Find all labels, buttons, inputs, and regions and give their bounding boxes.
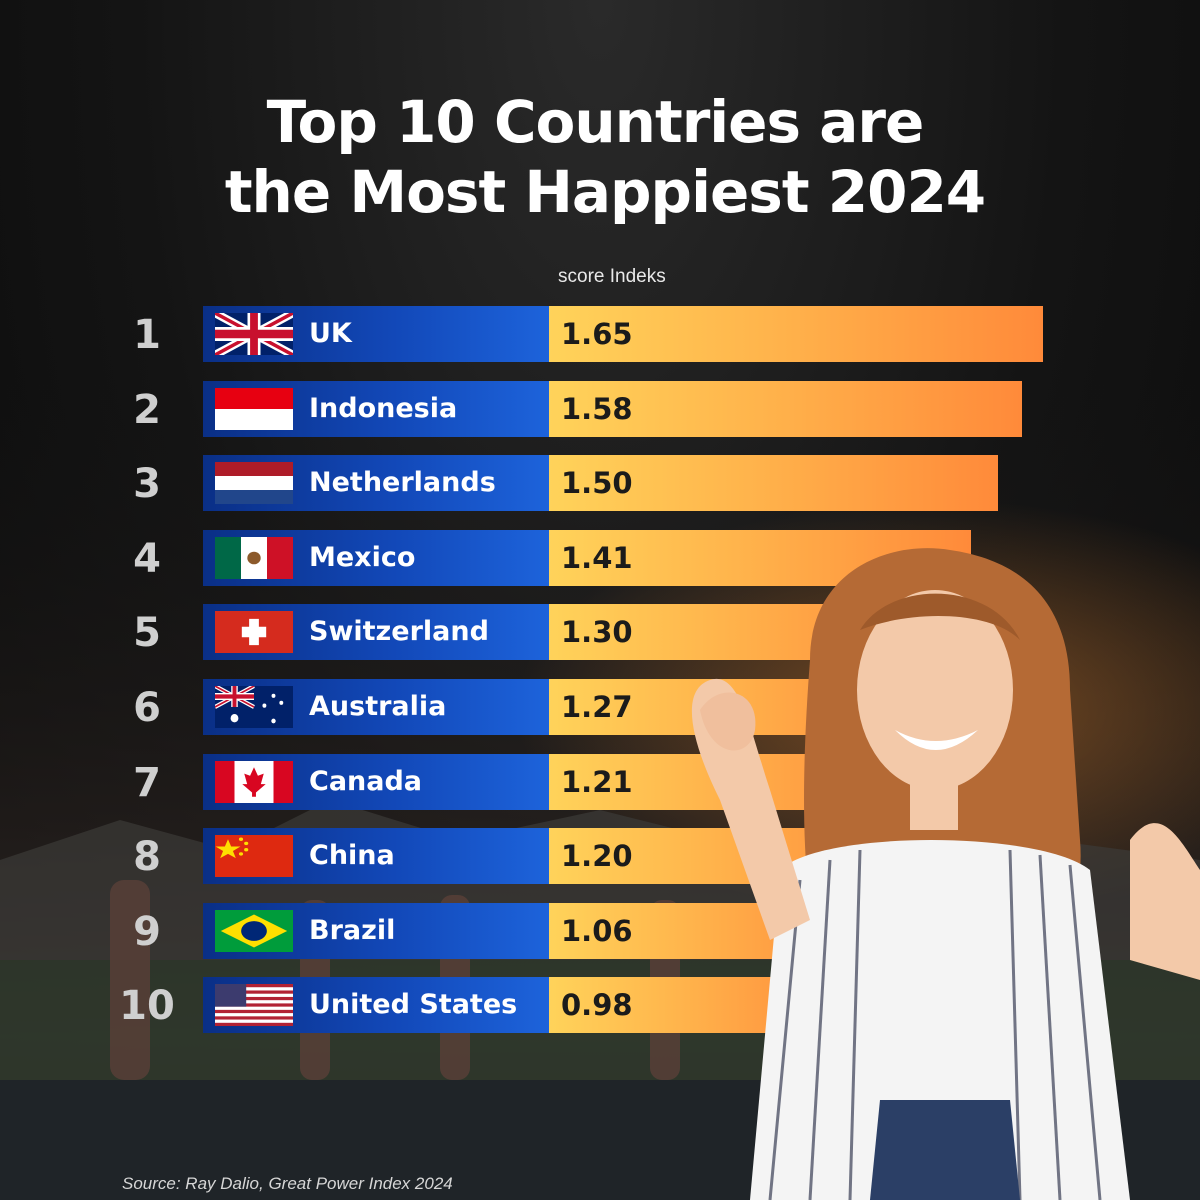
country-name: Netherlands: [309, 467, 496, 498]
country-label-bar: Mexico: [203, 530, 549, 586]
score-value-label: 1.06: [561, 914, 633, 948]
country-label-bar: China: [203, 828, 549, 884]
score-bar: 1.65: [549, 306, 1043, 362]
china-flag-icon: [215, 835, 293, 877]
source-note: Source: Ray Dalio, Great Power Index 202…: [122, 1174, 453, 1193]
score-value-label: 1.58: [561, 392, 633, 426]
canada-flag-icon: [215, 761, 293, 803]
rank-label: 7: [133, 760, 161, 806]
smiling-woman-photo: [691, 548, 1200, 1200]
rank-label: 2: [133, 387, 161, 433]
country-name: Switzerland: [309, 616, 489, 647]
australia-flag-icon: [214, 684, 293, 728]
usa-flag-icon: [215, 984, 293, 1027]
mexico-flag-icon: [215, 537, 293, 579]
score-value-label: 0.98: [561, 988, 633, 1022]
switzerland-flag-icon: [215, 611, 293, 653]
country-label-bar: UK: [203, 306, 549, 362]
score-bar: 1.50: [549, 455, 998, 511]
brazil-flag-icon: [215, 910, 293, 952]
country-name: China: [309, 840, 395, 871]
axis-label: score Indeks: [558, 266, 666, 287]
rank-label: 3: [133, 461, 161, 507]
rank-label: 9: [133, 909, 161, 955]
uk-flag-icon: [213, 309, 295, 359]
score-value-label: 1.50: [561, 466, 633, 500]
score-value-label: 1.65: [561, 317, 633, 351]
country-name: Mexico: [309, 542, 416, 573]
country-name: Brazil: [309, 915, 396, 946]
rank-label: 6: [133, 685, 161, 731]
chart-title-line-2: the Most Happiest 2024: [224, 158, 986, 226]
rank-label: 8: [133, 834, 161, 880]
score-value-label: 1.20: [561, 839, 633, 873]
indonesia-flag-icon: [215, 388, 293, 430]
country-name: Canada: [309, 766, 423, 797]
country-name: Australia: [309, 691, 447, 722]
rank-label: 10: [119, 983, 175, 1029]
country-label-bar: Netherlands: [203, 455, 549, 511]
country-label-bar: Brazil: [203, 903, 549, 959]
score-value-label: 1.41: [561, 541, 633, 575]
country-name: United States: [309, 989, 518, 1020]
country-name: UK: [309, 318, 352, 349]
netherlands-flag-icon: [215, 462, 293, 504]
score-value-label: 1.30: [561, 615, 633, 649]
country-label-bar: Australia: [203, 679, 549, 735]
score-bar: 1.58: [549, 381, 1022, 437]
country-name: Indonesia: [309, 393, 458, 424]
country-label-bar: United States: [203, 977, 549, 1033]
country-label-bar: Switzerland: [203, 604, 549, 660]
rank-label: 1: [133, 312, 161, 358]
rank-label: 5: [133, 610, 161, 656]
chart-title-line-1: Top 10 Countries are: [266, 88, 925, 156]
rank-label: 4: [133, 536, 161, 582]
score-value-label: 1.21: [561, 765, 633, 799]
score-value-label: 1.27: [561, 690, 633, 724]
country-label-bar: Indonesia: [203, 381, 549, 437]
country-label-bar: Canada: [203, 754, 549, 810]
